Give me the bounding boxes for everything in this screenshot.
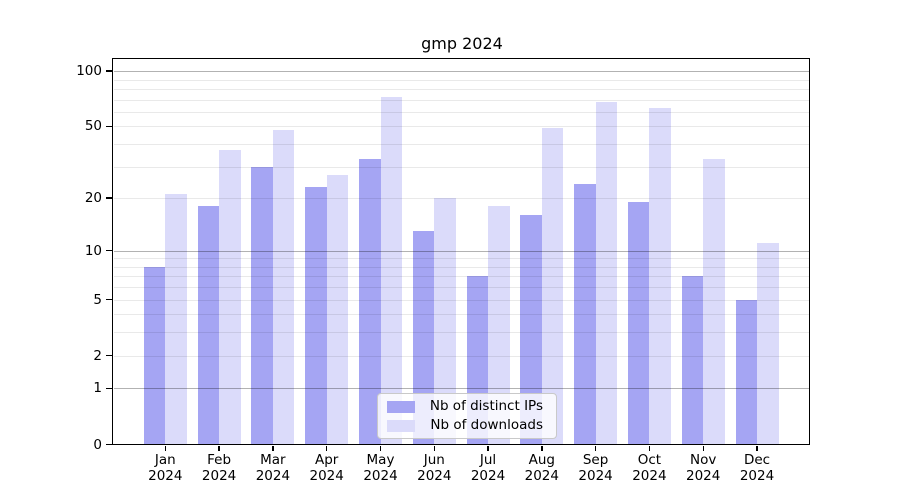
bar-downloads-dec <box>757 243 779 445</box>
x-tick <box>272 446 274 451</box>
x-tick-label: Feb 2024 <box>201 452 237 484</box>
x-tick <box>379 446 382 451</box>
bar-downloads-oct <box>649 108 671 445</box>
y-tick <box>106 298 112 301</box>
bar-downloads-feb <box>219 150 241 445</box>
x-tick-label: Jun 2024 <box>417 452 452 484</box>
bar-distinct-ips-jun <box>412 231 435 445</box>
bar-distinct-ips-dec <box>735 299 757 445</box>
x-tick-label: Apr 2024 <box>309 452 344 484</box>
bar-downloads-sep <box>595 101 618 445</box>
y-gridline-minor <box>114 79 810 81</box>
legend-swatch-downloads-icon <box>387 419 415 432</box>
x-tick-label: Nov 2024 <box>686 452 721 484</box>
x-tick <box>218 446 220 451</box>
y-tick-label: 20 <box>84 190 102 207</box>
chart-title: gmp 2024 <box>421 34 503 53</box>
x-tick <box>541 446 543 451</box>
x-tick <box>756 446 758 451</box>
y-tick <box>106 197 112 199</box>
y-tick-label: 100 <box>76 63 102 80</box>
x-tick <box>702 446 704 451</box>
x-tick <box>325 446 328 451</box>
bar-downloads-nov <box>703 159 725 445</box>
bar-distinct-ips-may <box>359 159 381 445</box>
x-tick <box>487 446 489 451</box>
y-gridline-major <box>114 71 810 73</box>
x-tick <box>433 446 435 451</box>
bar-downloads-mar <box>272 129 295 445</box>
bar-downloads-jan <box>165 194 187 445</box>
y-tick <box>106 443 112 446</box>
legend-swatch-distinct-ips-icon <box>387 400 415 413</box>
y-tick-label: 50 <box>84 118 102 135</box>
legend-label-distinct-ips: Nb of distinct IPs <box>429 398 543 414</box>
y-tick-label: 5 <box>93 291 102 308</box>
x-tick-label: May 2024 <box>363 452 398 484</box>
y-gridline-minor <box>114 111 810 113</box>
y-tick <box>106 125 112 128</box>
bar-distinct-ips-jan <box>143 266 166 445</box>
legend: Nb of distinct IPs Nb of downloads <box>377 393 557 439</box>
y-gridline-minor <box>114 144 810 145</box>
y-tick <box>106 387 112 390</box>
x-tick-label: Jul 2024 <box>470 452 506 484</box>
x-tick-label: Aug 2024 <box>524 452 559 484</box>
y-tick-label: 10 <box>84 242 102 259</box>
bar-downloads-apr <box>326 174 349 445</box>
bar-distinct-ips-nov <box>681 276 704 445</box>
y-gridline-minor <box>114 99 810 101</box>
bar-downloads-aug <box>541 128 564 445</box>
y-tick-label: 0 <box>93 436 102 453</box>
bar-downloads-jun <box>434 198 456 445</box>
bar-distinct-ips-aug <box>520 215 542 445</box>
x-tick-label: Jan 2024 <box>148 452 183 484</box>
legend-item-downloads: Nb of downloads <box>387 418 547 433</box>
x-tick <box>648 446 651 451</box>
bar-distinct-ips-mar <box>251 166 273 445</box>
y-gridline-minor <box>114 126 810 128</box>
bar-distinct-ips-oct <box>627 202 650 445</box>
x-tick <box>594 446 597 451</box>
x-tick-label: Mar 2024 <box>255 452 291 484</box>
legend-item-distinct-ips: Nb of distinct IPs <box>387 399 547 414</box>
y-tick <box>106 354 112 357</box>
x-tick <box>164 446 167 451</box>
y-tick-label: 2 <box>93 347 102 364</box>
x-tick-label: Sep 2024 <box>578 452 613 484</box>
y-tick-label: 1 <box>93 380 102 397</box>
legend-label-downloads: Nb of downloads <box>430 417 543 433</box>
bar-distinct-ips-feb <box>197 206 220 445</box>
bar-distinct-ips-sep <box>574 184 596 445</box>
bar-distinct-ips-apr <box>305 187 327 445</box>
y-gridline-minor <box>114 88 810 90</box>
y-tick <box>106 249 112 252</box>
x-tick-label: Dec 2024 <box>739 452 775 484</box>
bar-downloads-may <box>380 97 402 445</box>
y-tick <box>106 70 112 72</box>
bar-downloads-jul <box>488 206 510 445</box>
x-tick-label: Oct 2024 <box>632 452 667 484</box>
